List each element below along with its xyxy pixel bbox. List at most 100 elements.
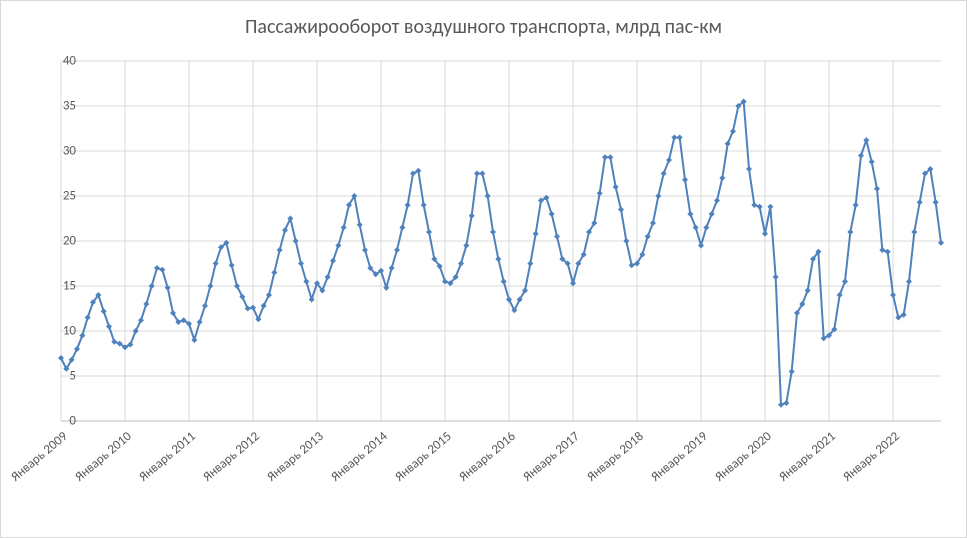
series-marker [650,220,656,226]
series-marker [458,261,464,267]
series-marker [607,154,613,160]
series-marker [730,128,736,134]
y-tick-label: 0 [36,414,76,429]
series-marker [602,154,608,160]
y-tick-label: 10 [36,324,76,339]
x-tick-label: Январь 2013 [264,429,326,485]
series-marker [751,202,757,208]
chart-container: Пассажирооборот воздушного транспорта, м… [0,0,967,538]
series-marker [389,265,395,271]
series-marker [159,267,165,273]
series-marker [618,207,624,213]
y-tick-label: 20 [36,234,76,249]
series-marker [463,243,469,249]
y-tick-label: 15 [36,279,76,294]
series-marker [629,262,635,268]
series-marker [847,229,853,235]
series-marker [842,279,848,285]
series-marker [773,274,779,280]
series-marker [687,211,693,217]
series-marker [341,225,347,231]
series-marker [154,265,160,271]
series-marker [863,137,869,143]
series-marker [335,243,341,249]
series-marker [197,319,203,325]
series-marker [725,141,731,147]
y-tick-label: 35 [36,99,76,114]
series-marker [837,292,843,298]
series-marker [501,279,507,285]
series-marker [853,202,859,208]
series-marker [613,184,619,190]
series-marker [709,211,715,217]
series-marker [362,247,368,253]
x-tick-label: Январь 2009 [8,429,70,485]
series-marker [661,171,667,177]
y-tick-label: 40 [36,54,76,69]
series-marker [309,297,315,303]
series-marker [202,303,208,309]
series-marker [757,204,763,210]
series-marker [421,202,427,208]
series-marker [767,204,773,210]
y-tick-label: 25 [36,189,76,204]
series-marker [287,216,293,222]
series-marker [405,202,411,208]
series-marker [533,231,539,237]
x-tick-label: Январь 2010 [72,429,134,485]
series-marker [879,247,885,253]
series-marker [933,199,939,205]
series-marker [671,135,677,141]
x-tick-label: Январь 2012 [200,429,262,485]
series-marker [554,234,560,240]
series-marker [298,261,304,267]
x-tick-label: Январь 2019 [648,429,710,485]
series-marker [229,262,235,268]
series-marker [101,308,107,314]
series-marker [805,288,811,294]
series-marker [191,337,197,343]
series-marker [570,280,576,286]
series-line [61,102,941,405]
series-marker [714,198,720,204]
series-marker [911,229,917,235]
series-marker [677,135,683,141]
series-marker [399,225,405,231]
chart-svg [61,61,941,421]
series-marker [85,315,91,321]
series-marker [293,238,299,244]
series-marker [250,305,256,311]
series-marker [485,193,491,199]
series-marker [149,283,155,289]
series-marker [682,177,688,183]
series-marker [885,249,891,255]
series-marker [442,279,448,285]
series-marker [479,171,485,177]
series-marker [357,222,363,228]
x-tick-label: Январь 2016 [456,429,518,485]
series-marker [303,279,309,285]
series-marker [245,306,251,312]
series-marker [869,159,875,165]
y-tick-label: 30 [36,144,76,159]
series-marker [527,261,533,267]
series-marker [666,157,672,163]
series-marker [890,292,896,298]
series-marker [623,238,629,244]
series-marker [271,270,277,276]
series-marker [719,175,725,181]
x-tick-label: Январь 2020 [712,429,774,485]
series-marker [474,171,480,177]
y-tick-label: 5 [36,369,76,384]
series-marker [693,225,699,231]
x-tick-label: Январь 2014 [328,429,390,485]
series-marker [426,229,432,235]
series-marker [79,333,85,339]
series-marker [213,261,219,267]
series-marker [874,186,880,192]
series-marker [762,231,768,237]
series-marker [789,369,795,375]
x-tick-label: Январь 2015 [392,429,454,485]
series-marker [277,247,283,253]
series-marker [703,225,709,231]
